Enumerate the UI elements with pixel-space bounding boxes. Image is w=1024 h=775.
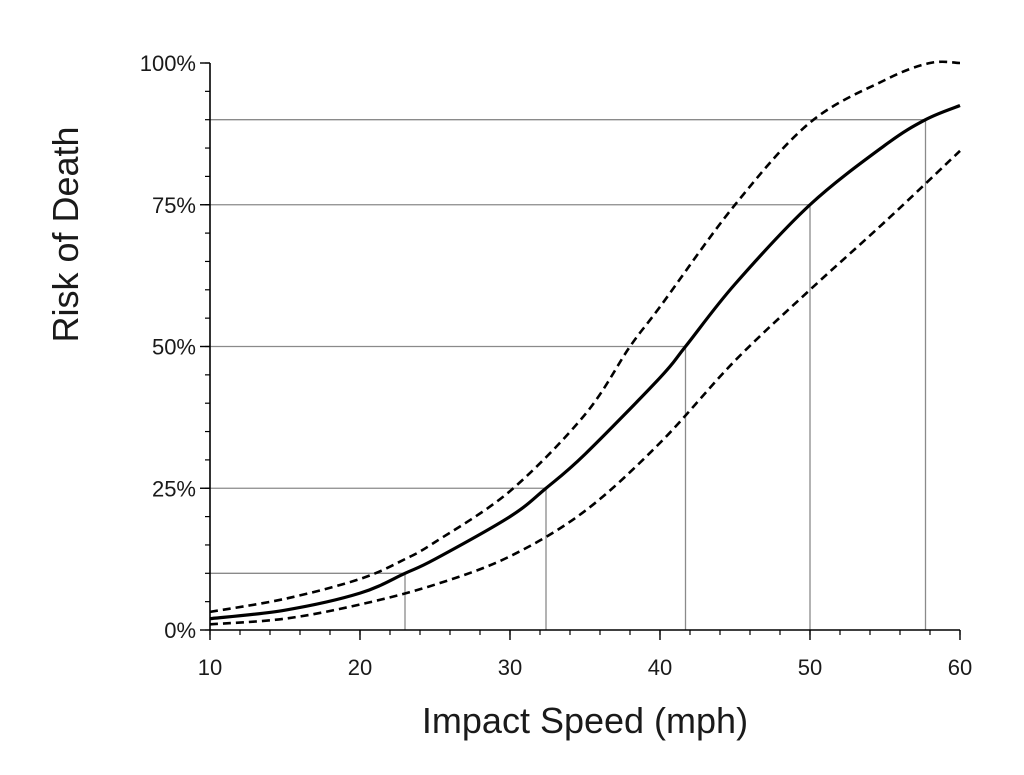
x-tick-label: 30: [498, 655, 522, 680]
series-lines: [209, 60, 961, 626]
axis-ticks: 0% 25% 50% 75% 100% 10 20 30 40 50 60: [140, 51, 973, 680]
y-axis-title: Risk of Death: [45, 126, 86, 342]
series-line-dashed-2: [209, 149, 961, 626]
y-tick-label: 100%: [140, 51, 196, 76]
reference-lines: [210, 119, 927, 630]
x-tick-label: 50: [798, 655, 822, 680]
y-tick-label: 75%: [152, 193, 196, 218]
y-tick-label: 25%: [152, 476, 196, 501]
x-tick-label: 40: [648, 655, 672, 680]
y-tick-label: 50%: [152, 335, 196, 360]
x-tick-label: 60: [948, 655, 972, 680]
x-tick-label: 10: [198, 655, 222, 680]
x-tick-label: 20: [348, 655, 372, 680]
series-line-dashed-1: [209, 60, 961, 614]
x-axis-title: Impact Speed (mph): [422, 700, 748, 741]
series-line-solid: [209, 104, 961, 621]
y-tick-label: 0%: [164, 618, 196, 643]
